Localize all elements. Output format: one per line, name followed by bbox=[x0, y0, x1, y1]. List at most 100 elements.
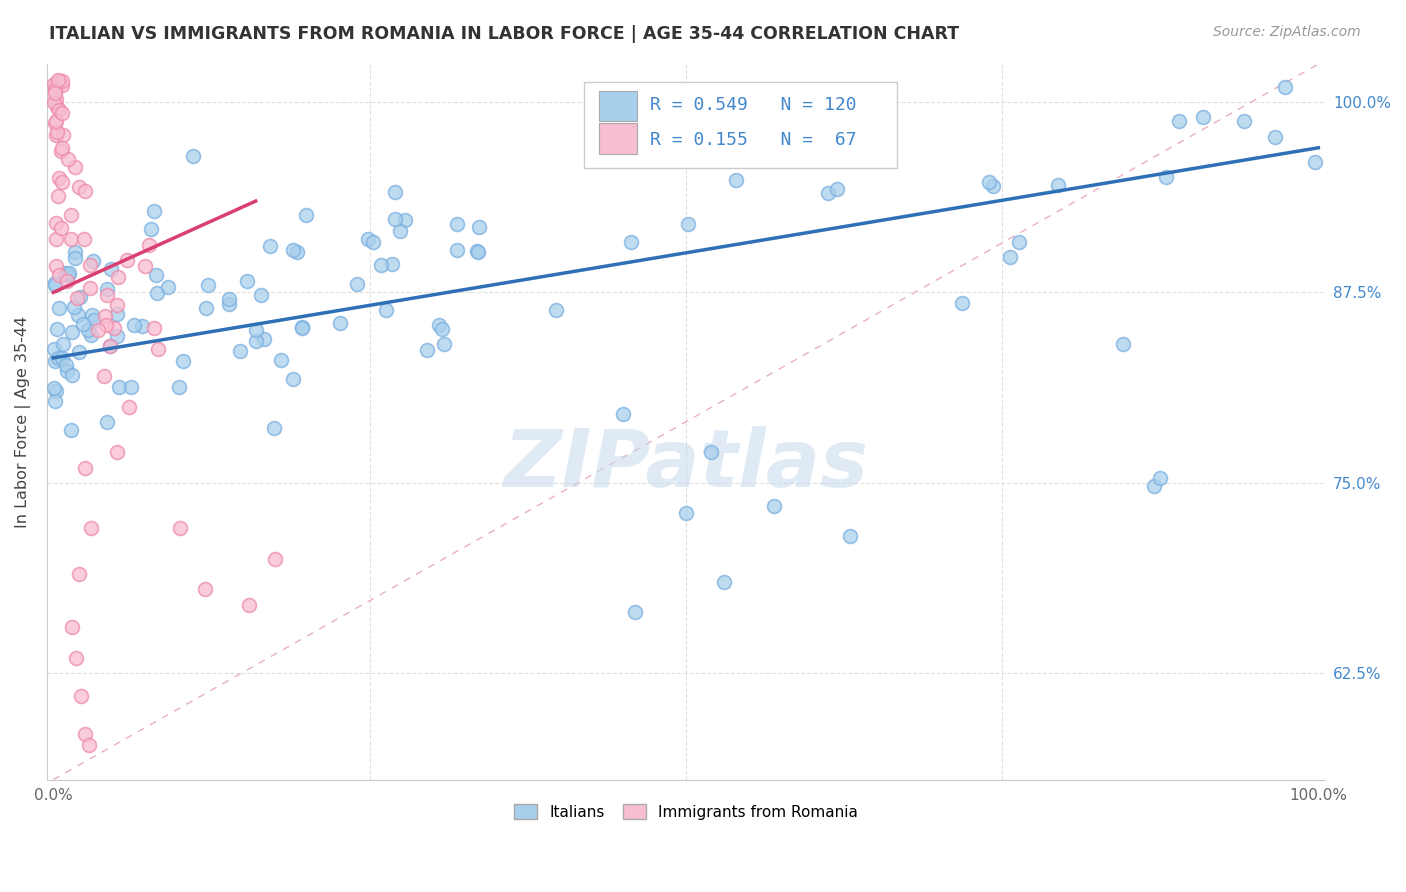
Point bbox=[218, 297, 240, 311]
Point bbox=[45, 260, 67, 274]
Point bbox=[45, 125, 67, 139]
Point bbox=[44, 342, 66, 356]
Point bbox=[59, 423, 82, 437]
Point bbox=[98, 339, 121, 353]
Point bbox=[375, 303, 398, 318]
Point bbox=[45, 384, 67, 398]
Point bbox=[270, 353, 292, 368]
Point bbox=[82, 254, 104, 268]
Point bbox=[42, 77, 65, 91]
Point bbox=[433, 337, 456, 351]
Point bbox=[624, 605, 647, 619]
Point bbox=[1192, 110, 1215, 124]
Point bbox=[48, 268, 70, 282]
Point bbox=[138, 238, 160, 252]
Point bbox=[143, 321, 166, 335]
Point bbox=[65, 161, 87, 175]
Point bbox=[259, 239, 281, 253]
Point bbox=[45, 92, 67, 106]
Point bbox=[394, 213, 416, 227]
Point bbox=[45, 114, 67, 128]
Point bbox=[48, 171, 70, 186]
Legend: Italians, Immigrants from Romania: Italians, Immigrants from Romania bbox=[508, 797, 863, 826]
Point bbox=[93, 369, 115, 384]
Point bbox=[98, 339, 121, 353]
Point bbox=[291, 321, 314, 335]
Point bbox=[145, 268, 167, 282]
Point bbox=[357, 231, 380, 245]
Point bbox=[59, 232, 82, 246]
Point bbox=[388, 224, 411, 238]
Point bbox=[817, 186, 839, 201]
Point bbox=[56, 364, 79, 378]
Point bbox=[46, 73, 69, 87]
Point bbox=[839, 529, 862, 543]
Point bbox=[263, 421, 285, 435]
Point bbox=[236, 274, 259, 288]
Point bbox=[79, 280, 101, 294]
Point bbox=[245, 334, 267, 348]
Point bbox=[44, 353, 66, 368]
Point bbox=[96, 282, 118, 296]
Point bbox=[361, 235, 384, 249]
Point bbox=[141, 222, 163, 236]
Point bbox=[713, 574, 735, 589]
Point bbox=[49, 144, 72, 158]
Point bbox=[48, 73, 70, 87]
Point bbox=[67, 308, 90, 322]
Point bbox=[146, 343, 169, 357]
Point bbox=[72, 318, 94, 332]
Point bbox=[1112, 336, 1135, 351]
Point bbox=[46, 351, 69, 366]
Point bbox=[60, 368, 83, 383]
Point bbox=[66, 291, 89, 305]
Point bbox=[52, 336, 75, 351]
Point bbox=[42, 381, 65, 395]
Point bbox=[44, 276, 66, 290]
Point bbox=[250, 288, 273, 302]
FancyBboxPatch shape bbox=[599, 123, 637, 153]
Point bbox=[1143, 479, 1166, 493]
Point bbox=[626, 143, 648, 157]
Point bbox=[51, 141, 73, 155]
Point bbox=[998, 250, 1021, 264]
Point bbox=[60, 326, 83, 340]
Point bbox=[63, 251, 86, 265]
Point bbox=[384, 211, 406, 226]
Point bbox=[194, 582, 217, 597]
FancyBboxPatch shape bbox=[599, 91, 637, 121]
FancyBboxPatch shape bbox=[583, 82, 897, 168]
Point bbox=[44, 116, 66, 130]
Point bbox=[1233, 113, 1256, 128]
Point bbox=[51, 351, 73, 365]
Point bbox=[73, 727, 96, 741]
Point bbox=[58, 266, 80, 280]
Point bbox=[1046, 178, 1069, 192]
Point bbox=[291, 320, 314, 334]
Point bbox=[45, 216, 67, 230]
Point bbox=[56, 274, 79, 288]
Point bbox=[700, 445, 723, 459]
Point bbox=[467, 245, 489, 260]
Point bbox=[167, 379, 190, 393]
Point bbox=[86, 324, 108, 338]
Point bbox=[169, 521, 191, 535]
Point bbox=[197, 278, 219, 293]
Point bbox=[60, 620, 83, 634]
Point bbox=[1168, 113, 1191, 128]
Point bbox=[108, 380, 131, 394]
Point bbox=[229, 343, 252, 358]
Point bbox=[981, 178, 1004, 193]
Point bbox=[67, 344, 90, 359]
Point bbox=[245, 323, 267, 337]
Point bbox=[415, 343, 437, 357]
Point bbox=[676, 217, 699, 231]
Point bbox=[1303, 154, 1326, 169]
Point bbox=[105, 329, 128, 343]
Point bbox=[1149, 471, 1171, 485]
Point bbox=[58, 152, 80, 166]
Point bbox=[69, 290, 91, 304]
Point bbox=[157, 279, 180, 293]
Point bbox=[546, 302, 568, 317]
Text: ZIPatlas: ZIPatlas bbox=[503, 425, 869, 504]
